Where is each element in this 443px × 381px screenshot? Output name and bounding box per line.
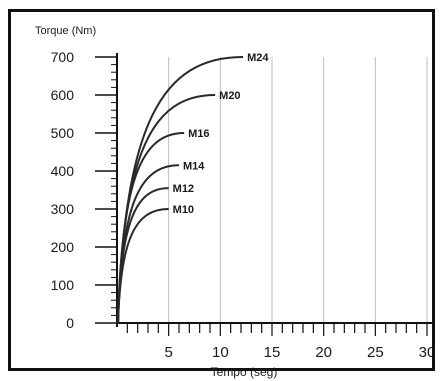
x-tick-label: 5	[164, 344, 172, 361]
series-labels: M10 M12 M14 M16 M20 M24	[173, 52, 270, 216]
series-label-m12: M12	[173, 183, 194, 195]
x-tick-label: 20	[315, 344, 332, 361]
x-tick-label: 10	[212, 344, 229, 361]
series-label-m10: M10	[173, 204, 194, 216]
y-tick-label: 600	[51, 87, 75, 103]
x-tick-label: 30	[419, 344, 436, 361]
chart-frame	[8, 9, 435, 371]
series-label-m24: M24	[247, 52, 269, 64]
y-tick-label: 300	[51, 201, 75, 217]
y-tick-label: 700	[51, 49, 75, 65]
series-curves	[117, 56, 244, 324]
y-tick-label: 0	[66, 315, 74, 331]
series-label-m14: M14	[183, 160, 205, 172]
tick-labels: 0 100 200 300 400 500 600 700 5 10 15 20 25 30	[51, 49, 436, 361]
axes	[116, 53, 435, 327]
series-label-m16: M16	[188, 128, 209, 140]
curve-m24	[117, 56, 244, 324]
y-tick-label: 400	[51, 163, 75, 179]
x-axis-label: Tempo (seg)	[211, 365, 278, 379]
x-tick-label: 15	[264, 344, 281, 361]
x-tick-label: 25	[367, 344, 384, 361]
series-label-m20: M20	[219, 90, 240, 102]
y-tick-label: 500	[51, 125, 75, 141]
grid-lines	[168, 57, 428, 323]
y-axis-label: Torque (Nm)	[35, 25, 96, 37]
y-tick-label: 100	[51, 277, 75, 293]
y-tick-label: 200	[51, 239, 75, 255]
tick-marks	[95, 56, 428, 336]
